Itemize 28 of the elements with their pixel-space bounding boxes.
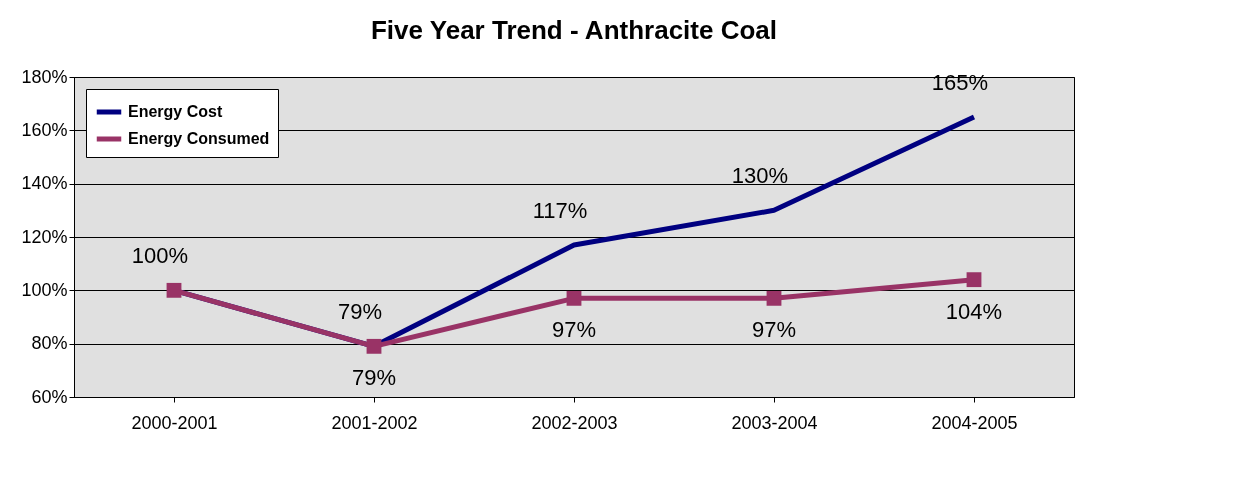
point <box>166 282 182 298</box>
data-label: 117% <box>532 198 588 223</box>
data-label: 97% <box>751 317 797 343</box>
data-label: 79% <box>337 299 383 325</box>
y-tick-label: 60% <box>31 386 68 407</box>
data-label: 100% <box>131 243 189 269</box>
point <box>366 338 382 354</box>
chart-title: Five Year Trend - Anthracite Coal <box>370 15 778 45</box>
data-label: 97% <box>551 317 597 343</box>
y-tick-label: 100% <box>21 279 68 300</box>
y-tick-label: 140% <box>21 173 68 194</box>
x-tick-label: 2003-2004 <box>731 412 818 433</box>
point <box>966 272 982 288</box>
data-label: 130% <box>731 163 789 189</box>
x-tick-label: 2000-2001 <box>131 412 218 433</box>
point <box>766 290 782 306</box>
y-tick-label: 180% <box>21 66 68 87</box>
data-label: 104% <box>945 298 1003 324</box>
data-label: 79% <box>351 365 397 391</box>
y-tick-label: 160% <box>21 119 68 140</box>
x-tick-label: 2004-2005 <box>931 412 1018 433</box>
x-tick-label: 2002-2003 <box>531 412 618 433</box>
legend-label: Energy Cost <box>128 103 223 120</box>
legend-label: Energy Consumed <box>128 130 270 147</box>
point <box>566 290 582 306</box>
x-tick-label: 2001-2002 <box>331 412 418 433</box>
y-tick-label: 120% <box>21 226 68 247</box>
y-tick-label: 80% <box>31 333 68 354</box>
